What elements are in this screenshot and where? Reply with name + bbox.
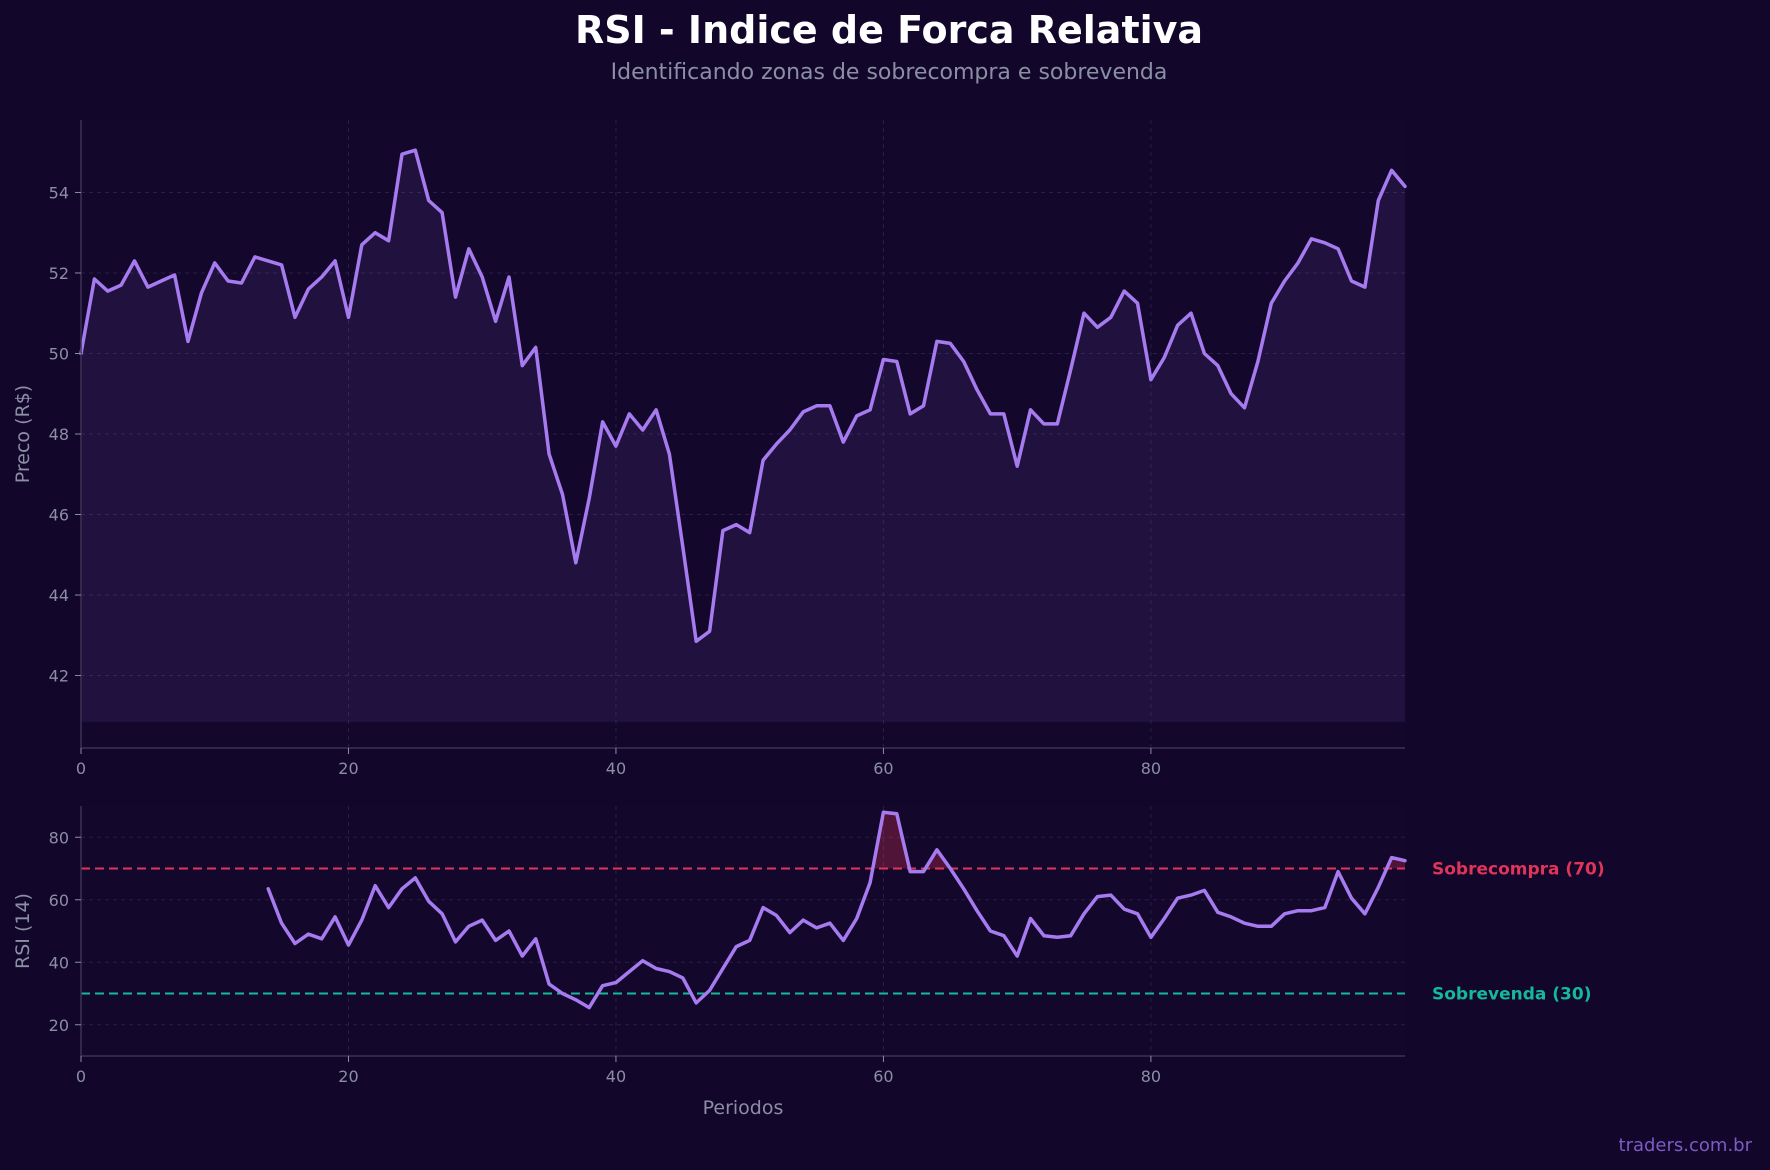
x-tick-label: 20: [338, 1067, 358, 1086]
plot-area: [81, 120, 1405, 748]
x-tick-label: 60: [873, 1067, 893, 1086]
plot-area: [81, 806, 1405, 1056]
rsi-panel: Sobrecompra (70) Sobrevenda (30) 20 40 60 80 0…: [12, 806, 1605, 1119]
price-line: [79, 148, 1407, 644]
y-tick-label: 46: [49, 506, 69, 525]
price-panel: 42 44 46 48 50 52 54 0 20 40 60 80 Preco (R$): [12, 120, 1407, 778]
x-tick-label: 80: [1141, 759, 1161, 778]
x-tick-label: 0: [76, 759, 86, 778]
watermark: traders.com.br: [1618, 1135, 1752, 1156]
y-tick-label: 52: [49, 264, 69, 283]
chart-title: RSI - Indice de Forca Relativa: [574, 8, 1204, 52]
rsi-line: [266, 810, 1407, 1010]
y-tick-label: 48: [49, 425, 69, 444]
y-tick-label: 80: [49, 828, 69, 847]
y-tick-label: 40: [49, 953, 69, 972]
y-tick-label: 44: [49, 586, 69, 605]
x-tick-label: 40: [606, 1067, 626, 1086]
y-tick-label: 20: [49, 1016, 69, 1035]
chart-subtitle: Identificando zonas de sobrecompra e sob…: [610, 60, 1168, 85]
x-tick-label: 0: [76, 1067, 86, 1086]
x-tick-label: 60: [873, 759, 893, 778]
y-axis-label: Preco (R$): [12, 385, 34, 483]
overbought-fill: [925, 849, 951, 869]
overbought-label: Sobrecompra (70): [1432, 860, 1605, 880]
oversold-label: Sobrevenda (30): [1432, 985, 1591, 1005]
y-tick-label: 60: [49, 891, 69, 910]
y-tick-label: 54: [49, 183, 69, 202]
price-area-fill: [81, 150, 1405, 722]
x-tick-label: 20: [338, 759, 358, 778]
x-tick-label: 40: [606, 759, 626, 778]
y-axis-label: RSI (14): [12, 893, 34, 969]
y-tick-label: 42: [49, 667, 69, 686]
x-tick-label: 80: [1141, 1067, 1161, 1086]
x-axis-label: Periodos: [703, 1097, 784, 1119]
y-tick-label: 50: [49, 344, 69, 363]
